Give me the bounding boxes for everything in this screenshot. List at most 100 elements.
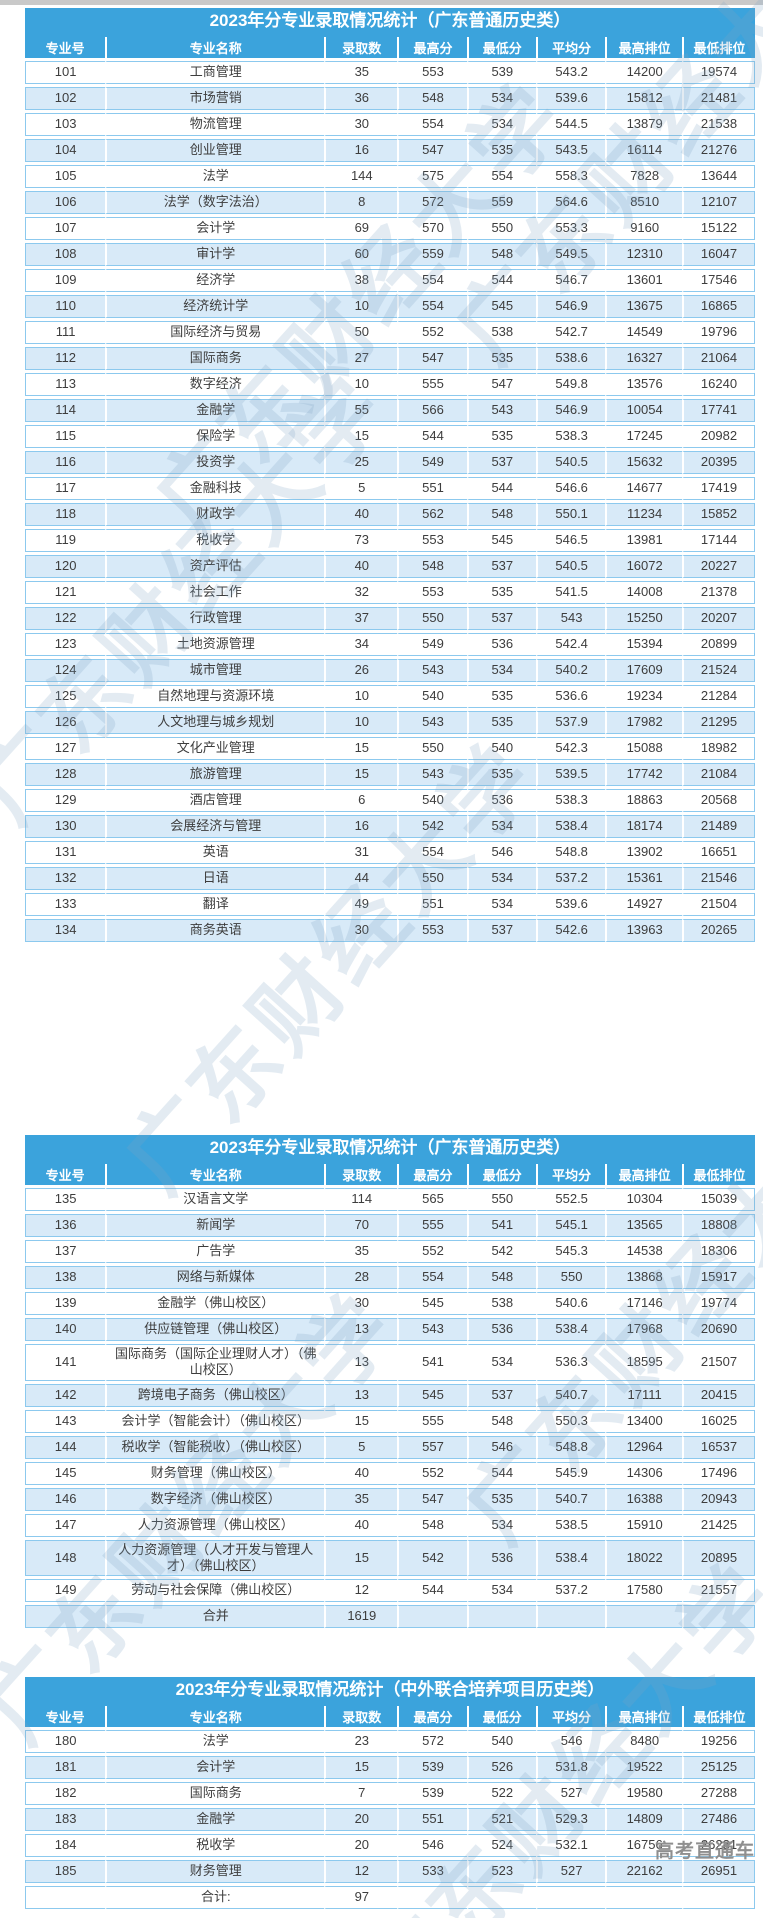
cell-admitted-count: 10: [324, 711, 398, 734]
cell-min-score: 540: [466, 1730, 536, 1753]
cell-min-score: 534: [466, 113, 536, 136]
table-row: 103 物流管理 30 554 534 544.5 13879 21538: [25, 113, 755, 136]
cell-major-code: 126: [25, 711, 106, 734]
admission-stats-table: 专业号 专业名称 录取数 最高分 最低分 平均分 最高排位 最低排位 180 法学 23 572 54…: [25, 1703, 755, 1912]
cell-major-name: 人文地理与城乡规划: [105, 711, 325, 734]
cell-admitted-count: 15: [324, 1409, 398, 1433]
cell-min-score: 559: [466, 191, 536, 214]
cell-min-score: 544: [466, 1461, 536, 1485]
cell-admitted-count: 20: [324, 1834, 398, 1857]
cell-avg-score: 540.7: [535, 1383, 606, 1407]
table-row: 104 创业管理 16 547 535 543.5 16114 21276: [25, 139, 755, 162]
cell-admitted-count: 7: [324, 1782, 398, 1805]
cell-highest-rank: 18174: [605, 815, 682, 838]
cell-major-name: 自然地理与资源环境: [105, 685, 325, 708]
cell-max-score: 554: [397, 269, 467, 292]
cell-lowest-rank: [681, 1886, 755, 1909]
cell-max-score: 572: [397, 191, 467, 214]
cell-avg-score: 539.5: [535, 763, 606, 786]
cell-avg-score: 536.6: [535, 685, 606, 708]
cell-major-name: 数字经济: [105, 373, 325, 396]
cell-highest-rank: 18863: [605, 789, 682, 812]
cell-major-code: 135: [25, 1188, 106, 1211]
cell-lowest-rank: 21524: [681, 659, 755, 682]
cell-admitted-count: 50: [324, 321, 398, 344]
cell-avg-score: 540.7: [535, 1487, 606, 1511]
table-row: 108 审计学 60 559 548 549.5 12310 16047: [25, 243, 755, 266]
column-header-major-name: 专业名称: [105, 1706, 325, 1727]
cell-major-code: [25, 1605, 106, 1628]
cell-major-code: 112: [25, 347, 106, 370]
cell-avg-score: [535, 1886, 606, 1909]
cell-highest-rank: 11234: [605, 503, 682, 526]
cell-avg-score: 538.3: [535, 789, 606, 812]
cell-lowest-rank: 21546: [681, 867, 755, 890]
cell-max-score: 539: [397, 1756, 467, 1779]
cell-highest-rank: 14927: [605, 893, 682, 916]
cell-avg-score: 546.9: [535, 399, 606, 422]
cell-lowest-rank: 15852: [681, 503, 755, 526]
header-row: 专业号 专业名称 录取数 最高分 最低分 平均分 最高排位 最低排位: [25, 1706, 755, 1727]
cell-major-name: 国际商务: [105, 1782, 325, 1805]
admission-stats-table: 专业号 专业名称 录取数 最高分 最低分 平均分 最高排位 最低排位 101 工商管理 35 553…: [25, 34, 755, 945]
table-body: 135 汉语言文学 114 565 550 552.5 10304 15039 136 新闻学 70…: [25, 1188, 755, 1628]
table-row: 132 日语 44 550 534 537.2 15361 21546: [25, 867, 755, 890]
cell-highest-rank: 16327: [605, 347, 682, 370]
cell-major-name: 金融学: [105, 1808, 325, 1831]
cell-major-code: 111: [25, 321, 106, 344]
cell-major-code: 138: [25, 1266, 106, 1289]
cell-max-score: 543: [397, 659, 467, 682]
cell-major-code: 107: [25, 217, 106, 240]
cell-max-score: 550: [397, 867, 467, 890]
cell-max-score: 554: [397, 113, 467, 136]
cell-avg-score: 543.5: [535, 139, 606, 162]
cell-min-score: 548: [466, 1409, 536, 1433]
cell-avg-score: 536.3: [535, 1344, 606, 1381]
cell-lowest-rank: 19774: [681, 1292, 755, 1315]
cell-lowest-rank: 21504: [681, 893, 755, 916]
cell-max-score: 545: [397, 1292, 467, 1315]
table-row: 180 法学 23 572 540 546 8480 19256: [25, 1730, 755, 1753]
cell-avg-score: 540.5: [535, 555, 606, 578]
cell-lowest-rank: 20943: [681, 1487, 755, 1511]
cell-highest-rank: 13601: [605, 269, 682, 292]
cell-major-name: 创业管理: [105, 139, 325, 162]
cell-min-score: 537: [466, 919, 536, 942]
cell-admitted-count: 12: [324, 1860, 398, 1883]
cell-lowest-rank: 18306: [681, 1240, 755, 1263]
cell-min-score: 537: [466, 555, 536, 578]
cell-major-code: 104: [25, 139, 106, 162]
cell-highest-rank: 13902: [605, 841, 682, 864]
cell-avg-score: 537.9: [535, 711, 606, 734]
cell-highest-rank: 18595: [605, 1344, 682, 1381]
cell-major-code: 148: [25, 1539, 106, 1576]
table-row: 111 国际经济与贸易 50 552 538 542.7 14549 19796: [25, 321, 755, 344]
cell-max-score: 562: [397, 503, 467, 526]
cell-lowest-rank: 26281: [681, 1834, 755, 1857]
column-header-lowest-rank: 最低排位: [681, 37, 755, 58]
table-row: 147 人力资源管理（佛山校区） 40 548 534 538.5 15910 21425: [25, 1513, 755, 1537]
cell-major-name: 国际经济与贸易: [105, 321, 325, 344]
cell-admitted-count: 35: [324, 1487, 398, 1511]
cell-highest-rank: 13879: [605, 113, 682, 136]
table-row: 106 法学（数字法治） 8 572 559 564.6 8510 12107: [25, 191, 755, 214]
cell-min-score: 535: [466, 711, 536, 734]
cell-max-score: 540: [397, 789, 467, 812]
table-header: 专业号 专业名称 录取数 最高分 最低分 平均分 最高排位 最低排位: [25, 1706, 755, 1727]
cell-major-code: 106: [25, 191, 106, 214]
cell-major-name: 数字经济（佛山校区）: [105, 1487, 325, 1511]
cell-major-code: 109: [25, 269, 106, 292]
table-row: 119 税收学 73 553 545 546.5 13981 17144: [25, 529, 755, 552]
cell-avg-score: 546: [535, 1730, 606, 1753]
cell-major-name: 国际商务: [105, 347, 325, 370]
cell-lowest-rank: 16537: [681, 1435, 755, 1459]
credit-watermark: 高考直通车: [654, 1841, 755, 1862]
cell-avg-score: 548.8: [535, 1435, 606, 1459]
cell-min-score: 545: [466, 529, 536, 552]
cell-admitted-count: 15: [324, 763, 398, 786]
cell-major-name: 网络与新媒体: [105, 1266, 325, 1289]
cell-major-name: 税收学: [105, 1834, 325, 1857]
column-header-admitted-count: 录取数: [324, 1706, 398, 1727]
cell-highest-rank: 16756: [605, 1834, 682, 1857]
cell-highest-rank: 17111: [605, 1383, 682, 1407]
